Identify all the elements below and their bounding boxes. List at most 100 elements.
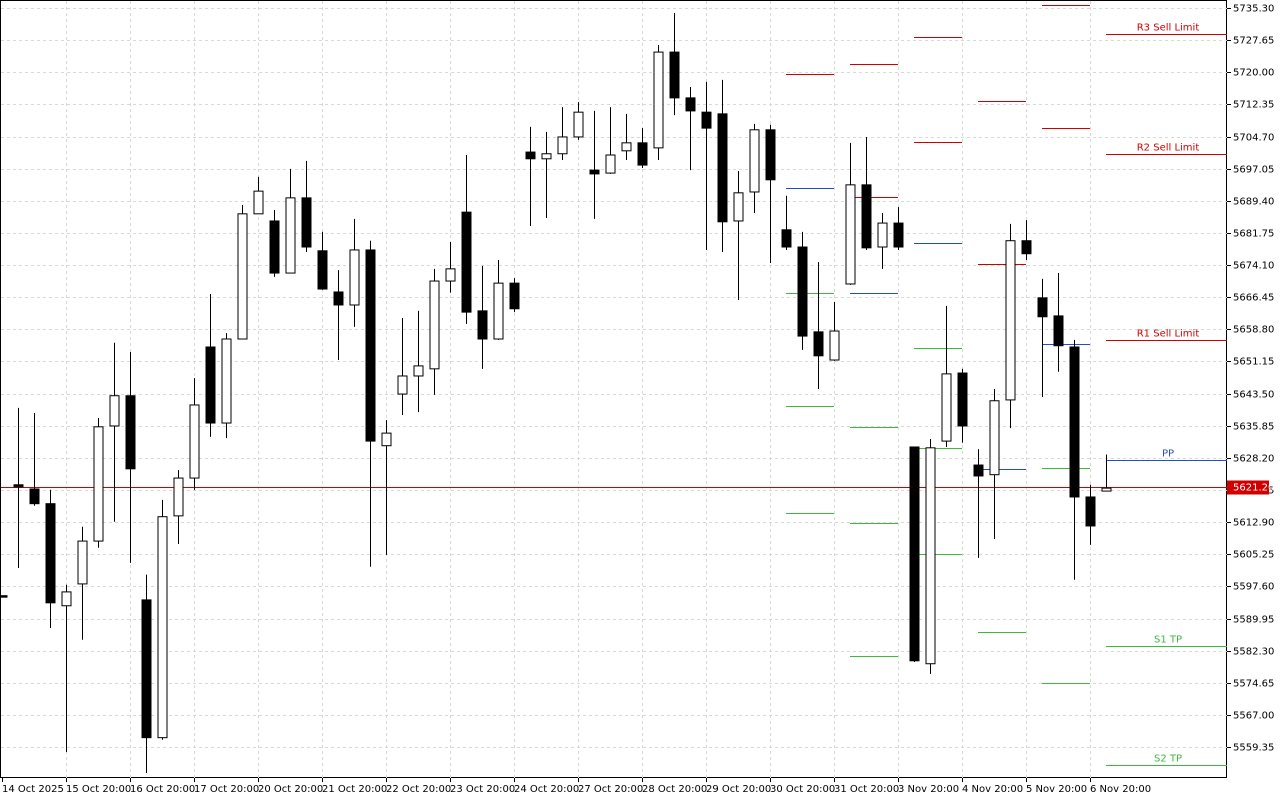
y-tick-label: 5727.65	[1233, 36, 1274, 47]
x-tick-label: 6 Nov 20:00	[1090, 784, 1151, 795]
candle-body	[493, 282, 504, 340]
candle-body	[445, 268, 456, 282]
y-tick-label: 5605.25	[1233, 550, 1274, 561]
candle-body	[349, 249, 360, 306]
candle-body	[1037, 297, 1048, 318]
candle-body	[701, 111, 712, 129]
x-tick-label: 5 Nov 20:00	[1026, 784, 1087, 795]
candle-body	[989, 400, 1000, 476]
candle-body	[717, 113, 728, 223]
pivot-label: R3 Sell Limit	[1137, 23, 1200, 34]
y-tick-label: 5559.35	[1233, 743, 1274, 754]
y-tick-label: 5689.40	[1233, 197, 1274, 208]
candle-body	[541, 153, 552, 160]
candle-body	[781, 229, 792, 248]
y-tick-label: 5666.45	[1233, 293, 1274, 304]
candle-body	[429, 280, 440, 370]
x-tick-label: 17 Oct 20:00	[194, 784, 259, 795]
candle-body	[509, 282, 520, 310]
candle-body	[333, 291, 344, 306]
x-tick-label: 24 Oct 20:00	[514, 784, 579, 795]
candle-body	[973, 464, 984, 477]
candle-body	[29, 488, 40, 505]
candle-body	[285, 197, 296, 274]
candle-body	[237, 213, 248, 340]
candle-body	[845, 184, 856, 285]
pivot-label: S1 TP	[1154, 635, 1182, 646]
candle-body	[813, 331, 824, 357]
candle-body	[637, 142, 648, 166]
y-tick-label: 5651.15	[1233, 357, 1274, 368]
y-tick-label: 5697.05	[1233, 165, 1274, 176]
x-tick-label: 30 Oct 20:00	[770, 784, 835, 795]
candle-body	[365, 249, 376, 442]
candle-body	[381, 432, 392, 447]
x-tick-label: 29 Oct 20:00	[706, 784, 771, 795]
candle-body	[1101, 487, 1112, 492]
candle-body	[461, 211, 472, 313]
candle-body	[1069, 346, 1080, 498]
candle-body	[413, 365, 424, 377]
y-tick-label: 5582.30	[1233, 647, 1274, 658]
plot-frame	[0, 0, 1227, 778]
candle-body	[957, 372, 968, 427]
candle-body	[733, 192, 744, 222]
candle-body	[877, 222, 888, 248]
y-tick-label: 5658.80	[1233, 325, 1274, 336]
x-tick-label: 14 Oct 2025	[2, 784, 64, 795]
x-tick-label: 23 Oct 20:00	[450, 784, 515, 795]
candle-body	[141, 599, 152, 739]
y-tick-label: 5635.85	[1233, 422, 1274, 433]
candle-body	[621, 142, 632, 152]
x-tick-label: 4 Nov 20:00	[962, 784, 1023, 795]
candle-body	[253, 190, 264, 215]
candle-body	[45, 503, 56, 604]
y-tick-label: 5735.30	[1233, 4, 1274, 15]
x-tick-label: 16 Oct 20:00	[130, 784, 195, 795]
x-tick-label: 27 Oct 20:00	[578, 784, 643, 795]
x-tick-label: 31 Oct 20:00	[834, 784, 899, 795]
candle-body	[125, 395, 136, 470]
candle-body	[909, 446, 920, 662]
y-tick-label: 5704.70	[1233, 133, 1274, 144]
candle-body	[221, 338, 232, 424]
y-tick-label: 5597.60	[1233, 582, 1274, 593]
y-tick-label: 5574.65	[1233, 679, 1274, 690]
current-price-label: 5621.20	[1233, 483, 1274, 494]
candle-body	[685, 97, 696, 112]
y-tick-label: 5643.50	[1233, 390, 1274, 401]
x-tick-label: 21 Oct 20:00	[322, 784, 387, 795]
candle-body	[1085, 496, 1096, 527]
current-price-box	[1227, 480, 1269, 495]
candle-body	[397, 375, 408, 395]
y-tick-label: 5567.00	[1233, 711, 1274, 722]
candle-body	[13, 484, 24, 488]
candle-body	[765, 129, 776, 181]
candle-body	[557, 136, 568, 155]
candle-body	[205, 346, 216, 424]
candle-body	[109, 395, 120, 427]
candle-body	[157, 516, 168, 739]
candle-body	[1005, 240, 1016, 401]
candle-body	[941, 373, 952, 442]
candle-body	[189, 404, 200, 479]
candle-body	[93, 426, 104, 542]
x-tick-label: 3 Nov 20:00	[898, 784, 959, 795]
candle-body	[525, 151, 536, 160]
candle-body	[477, 310, 488, 340]
candle-body	[893, 222, 904, 248]
candle-body	[749, 129, 760, 193]
y-tick-label: 5589.95	[1233, 615, 1274, 626]
candle-body	[0, 595, 8, 598]
candle-body	[77, 540, 88, 585]
candle-body	[317, 250, 328, 290]
x-tick-label: 15 Oct 20:00	[66, 784, 131, 795]
candle-body	[797, 246, 808, 337]
x-tick-label: 28 Oct 20:00	[642, 784, 707, 795]
candle-body	[1053, 315, 1064, 347]
candle-body	[589, 169, 600, 175]
candle-body	[173, 477, 184, 517]
y-tick-label: 5712.35	[1233, 100, 1274, 111]
